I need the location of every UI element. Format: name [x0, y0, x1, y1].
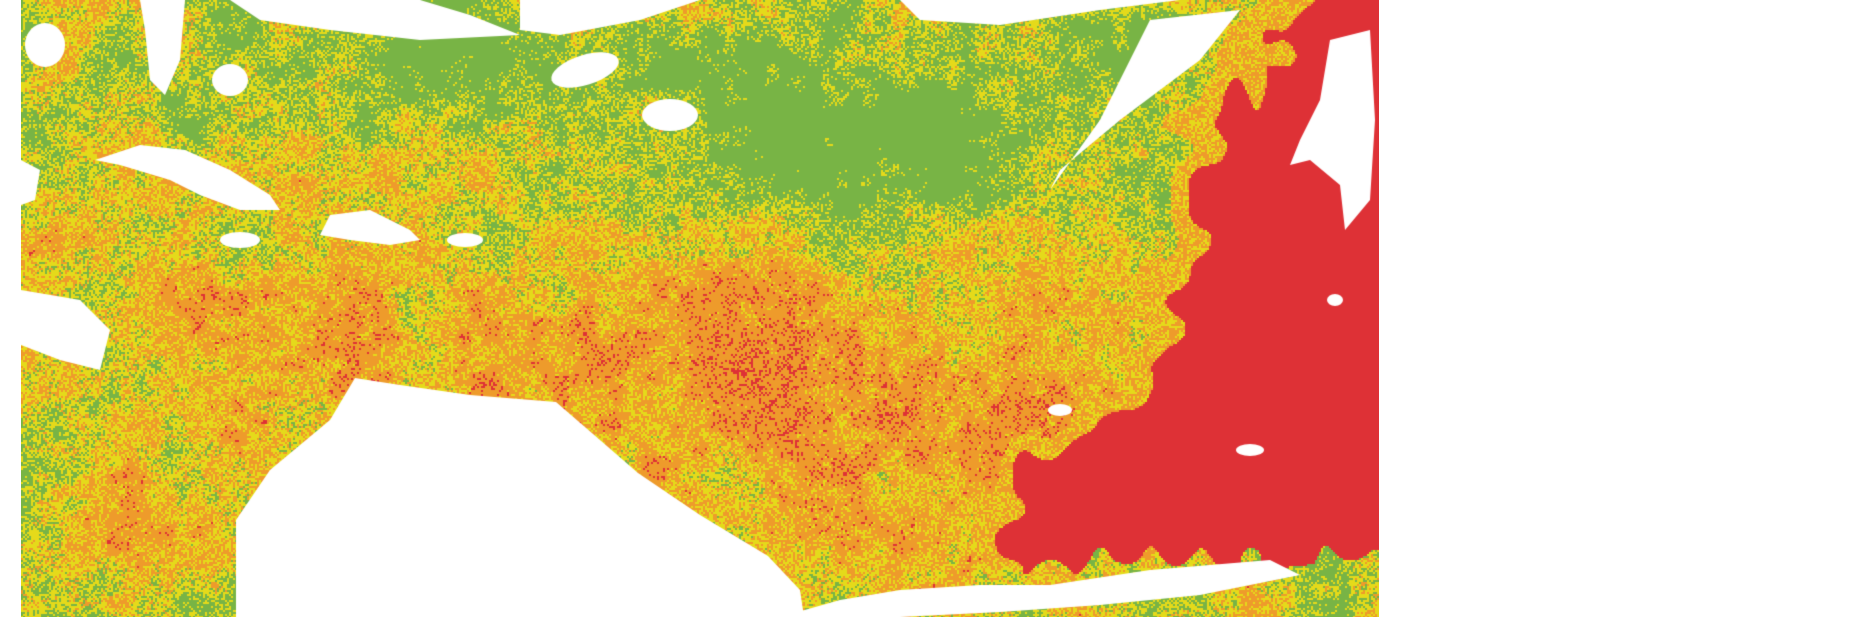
- raster-map[interactable]: [21, 0, 1379, 617]
- map-canvas[interactable]: [21, 0, 1379, 617]
- blank-panel: [1379, 0, 1854, 617]
